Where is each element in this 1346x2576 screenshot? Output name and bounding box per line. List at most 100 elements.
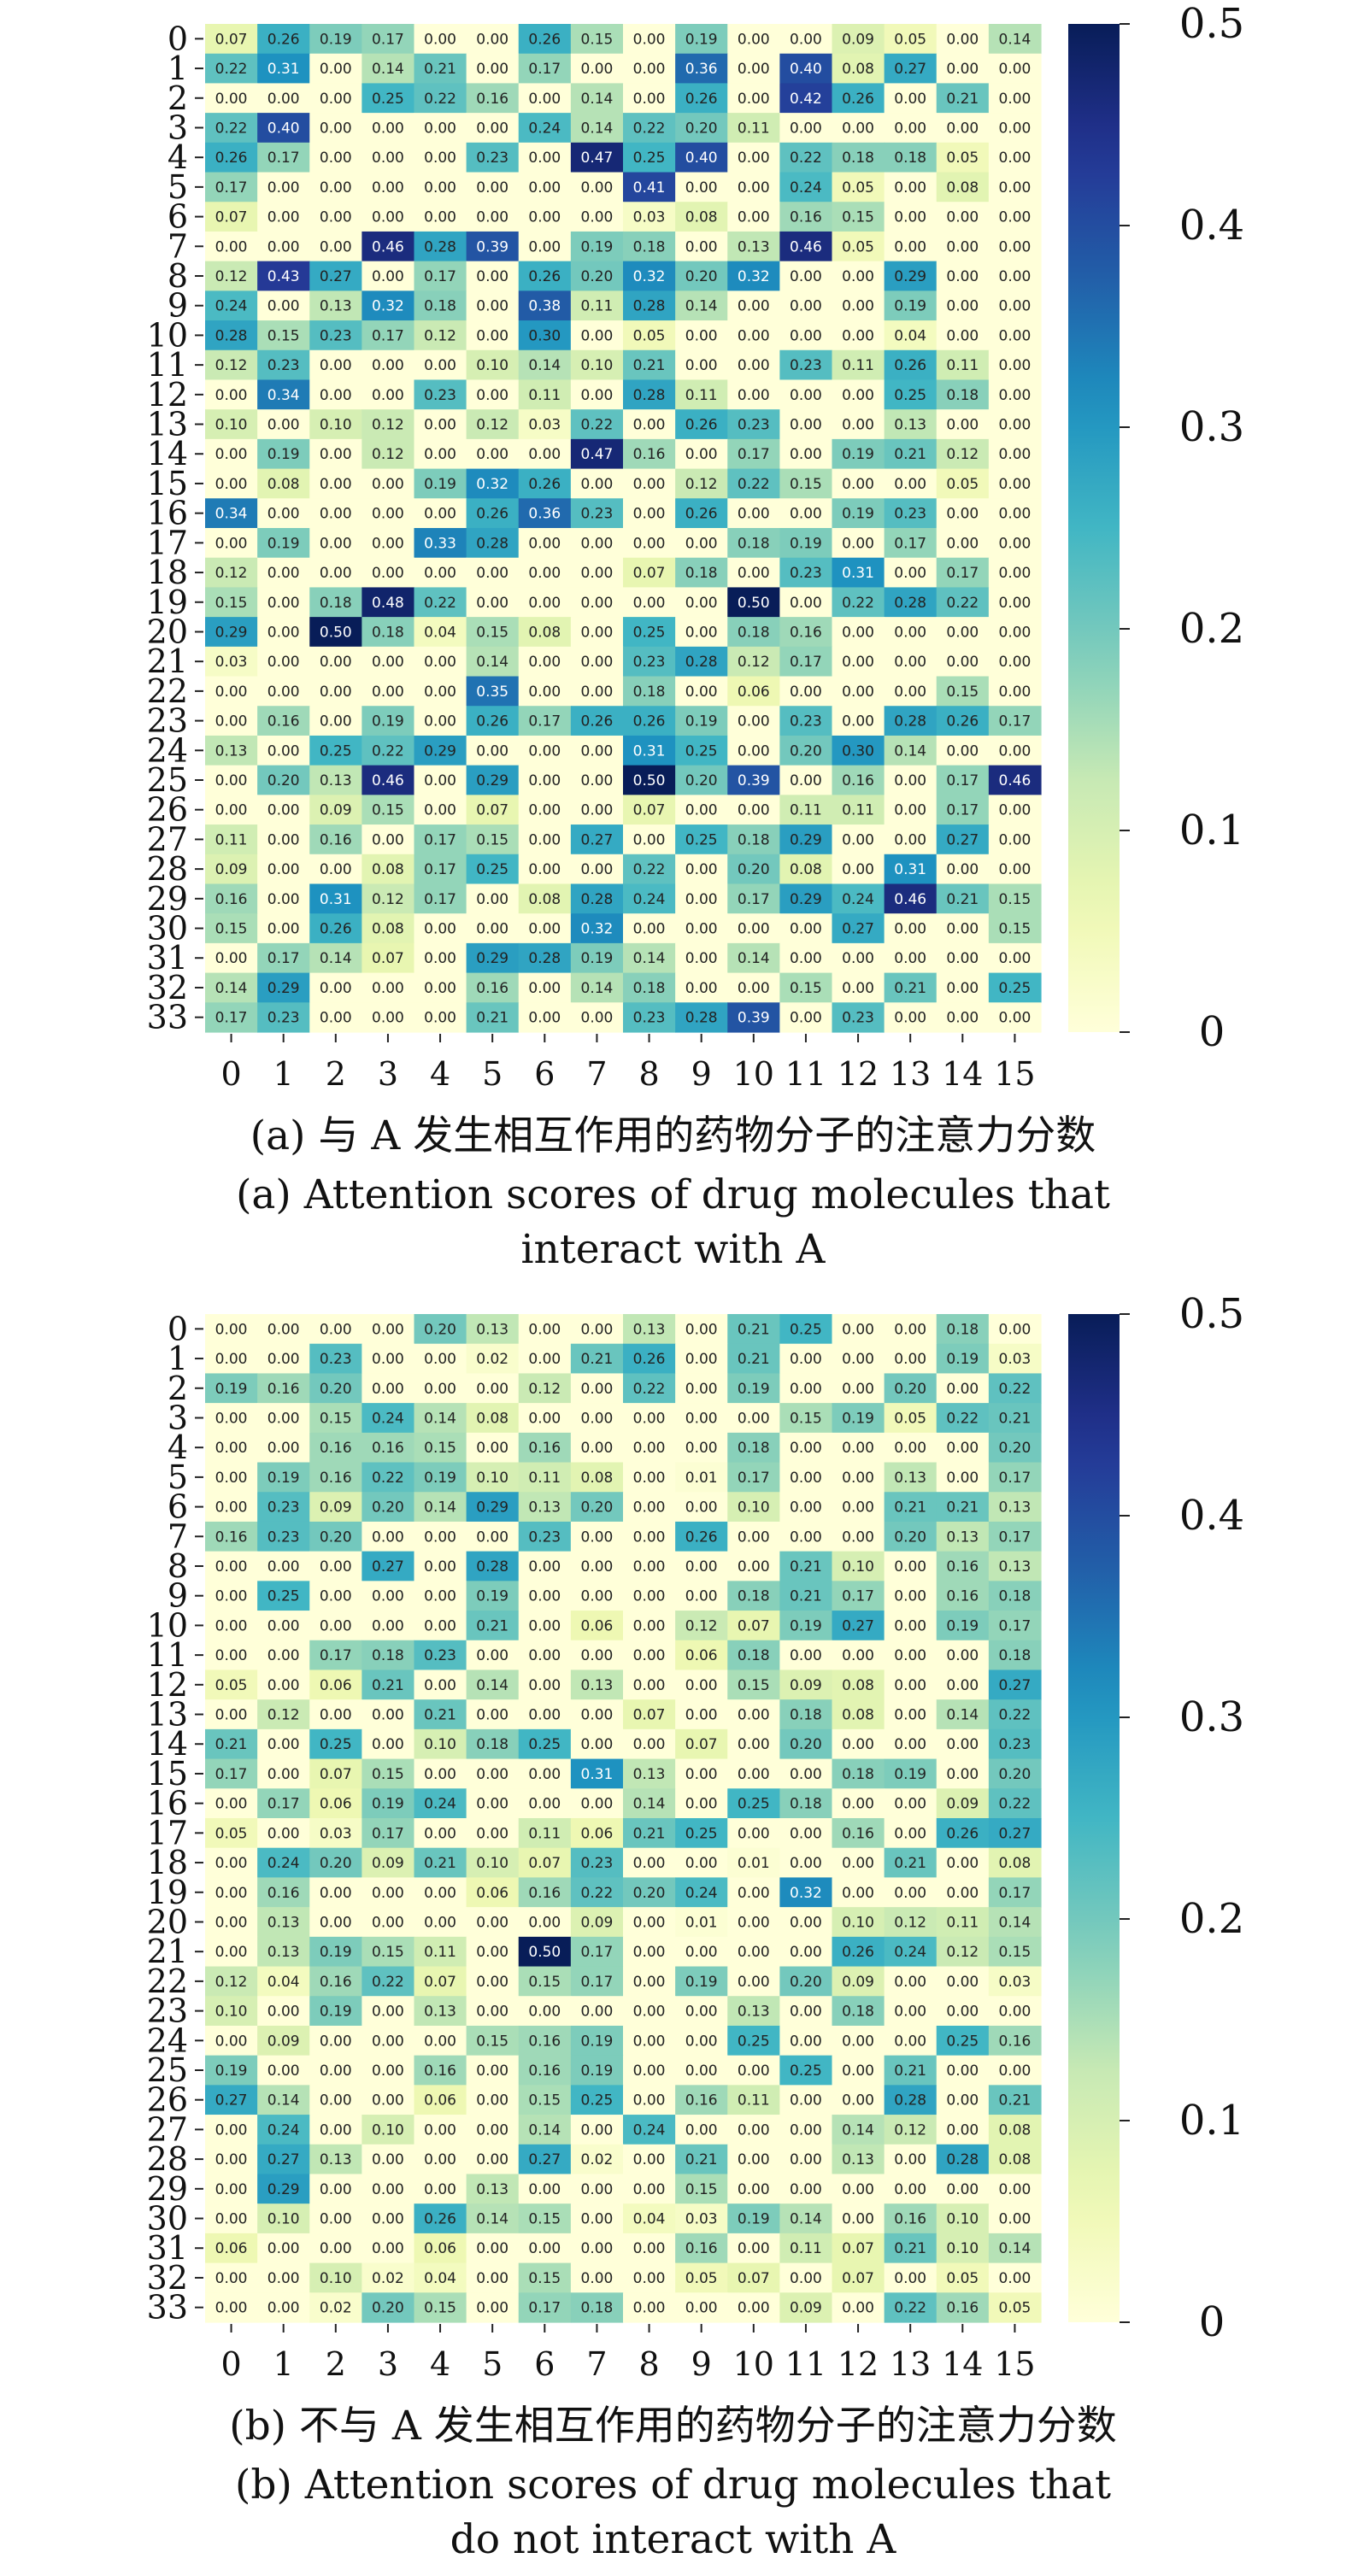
heatmap-cell — [309, 349, 362, 381]
cell-value-label: 0.00 — [738, 1885, 770, 1902]
heatmap-cell — [518, 795, 572, 825]
cell-value-label: 0.00 — [320, 1707, 352, 1724]
heatmap-cell — [570, 438, 624, 470]
heatmap-cell — [675, 735, 728, 766]
cell-value-label: 0.00 — [999, 565, 1032, 582]
cell-value-label: 0.00 — [633, 2033, 666, 2050]
heatmap-cell — [779, 1403, 833, 1434]
cell-value-label: 0.50 — [528, 1944, 561, 1961]
heatmap-cell — [988, 2262, 1042, 2293]
cell-value-label: 0.23 — [738, 417, 770, 434]
heatmap-cell — [466, 2262, 520, 2293]
cell-value-label: 0.26 — [946, 713, 979, 731]
heatmap-cell — [936, 261, 990, 291]
heatmap-cell — [727, 2025, 780, 2057]
cell-value-label: 0.00 — [842, 387, 874, 404]
cell-value-label: 0.00 — [894, 654, 926, 671]
cell-value-label: 0.00 — [790, 921, 822, 938]
heatmap-cell — [518, 290, 572, 321]
heatmap-cell — [570, 765, 624, 795]
cell-value-label: 0.18 — [999, 1647, 1032, 1664]
cell-value-label: 0.10 — [320, 2270, 352, 2287]
heatmap-cell — [570, 2085, 624, 2115]
y-tick-label: 11 — [147, 1636, 188, 1674]
heatmap-cell — [309, 913, 362, 944]
heatmap-cell — [779, 438, 833, 470]
heatmap-cell — [623, 1002, 676, 1033]
cell-value-label: 0.12 — [372, 417, 404, 434]
heatmap-cell — [361, 2262, 415, 2293]
heatmap-cell — [779, 1847, 833, 1879]
cell-value-label: 0.10 — [946, 2211, 979, 2228]
cell-value-label: 0.13 — [633, 1766, 666, 1783]
y-tick-label: 14 — [147, 435, 188, 472]
heatmap-cell — [623, 83, 676, 114]
cell-value-label: 0.43 — [267, 268, 300, 285]
heatmap-cell — [414, 1699, 467, 1730]
cell-value-label: 0.00 — [581, 476, 614, 493]
heatmap-cell — [205, 1847, 258, 1879]
cell-value-label: 0.00 — [215, 1617, 248, 1634]
heatmap-cell — [466, 913, 520, 944]
cell-value-label: 0.09 — [842, 31, 874, 48]
heatmap-cell — [518, 2085, 572, 2115]
y-tick-label: 4 — [168, 138, 188, 176]
cell-value-label: 0.00 — [633, 417, 666, 434]
cell-value-label: 0.00 — [476, 2004, 508, 2021]
cell-value-label: 0.23 — [267, 1010, 300, 1027]
heatmap-cell — [257, 1611, 310, 1641]
heatmap-cell — [988, 2144, 1042, 2175]
heatmap-cell — [309, 1314, 362, 1345]
cell-value-label: 0.40 — [685, 150, 718, 167]
cell-value-label: 0.00 — [842, 1440, 874, 1457]
cell-value-label: 0.08 — [528, 891, 561, 908]
heatmap-cell — [884, 349, 937, 381]
heatmap-cell — [309, 824, 362, 855]
heatmap-cell — [518, 528, 572, 559]
heatmap-cell — [936, 83, 990, 114]
heatmap-cell — [257, 379, 310, 410]
heatmap-cell — [205, 1818, 258, 1849]
heatmap-cell — [988, 1699, 1042, 1730]
heatmap-cell — [518, 231, 572, 262]
cell-value-label: 0.11 — [790, 2240, 822, 2257]
cell-value-label: 0.15 — [790, 1410, 822, 1427]
cell-value-label: 0.17 — [215, 1766, 248, 1783]
heatmap-cell — [361, 261, 415, 291]
cell-value-label: 0.14 — [999, 1914, 1032, 1931]
heatmap-cell — [936, 854, 990, 885]
cell-value-label: 0.26 — [842, 91, 874, 108]
cell-value-label: 0.09 — [267, 2033, 300, 2050]
heatmap-cell — [518, 2174, 572, 2204]
cell-value-label: 0.14 — [476, 2211, 508, 2228]
heatmap-cell — [205, 824, 258, 855]
heatmap-cell — [466, 2085, 520, 2115]
cell-value-label: 0.15 — [476, 2033, 508, 2050]
cell-value-label: 0.11 — [738, 120, 770, 137]
cell-value-label: 0.00 — [685, 595, 718, 612]
heatmap-cell — [675, 942, 728, 974]
cell-value-label: 0.26 — [476, 506, 508, 523]
cell-value-label: 0.21 — [894, 1499, 926, 1517]
heatmap-cell — [570, 1669, 624, 1700]
heatmap-cell — [414, 735, 467, 766]
heatmap-cell — [309, 1611, 362, 1641]
cell-value-label: 0.15 — [528, 2092, 561, 2110]
heatmap-cell — [518, 2292, 572, 2323]
y-tick-label: 17 — [147, 1814, 188, 1851]
heatmap-cell — [309, 706, 362, 736]
heatmap-cell — [414, 202, 467, 232]
cell-value-label: 0.25 — [685, 742, 718, 760]
heatmap-cell — [936, 883, 990, 914]
heatmap-cell — [884, 1699, 937, 1730]
heatmap-cell — [832, 587, 885, 618]
heatmap-cell — [727, 409, 780, 440]
cell-value-label: 0.28 — [476, 535, 508, 552]
cell-value-label: 0.00 — [215, 2033, 248, 2050]
cell-value-label: 0.15 — [790, 980, 822, 997]
heatmap-cell — [518, 1521, 572, 1552]
cell-value-label: 0.08 — [946, 179, 979, 197]
heatmap-cell — [466, 1966, 520, 1997]
heatmap-cell — [309, 1699, 362, 1730]
cell-value-label: 0.00 — [842, 327, 874, 344]
